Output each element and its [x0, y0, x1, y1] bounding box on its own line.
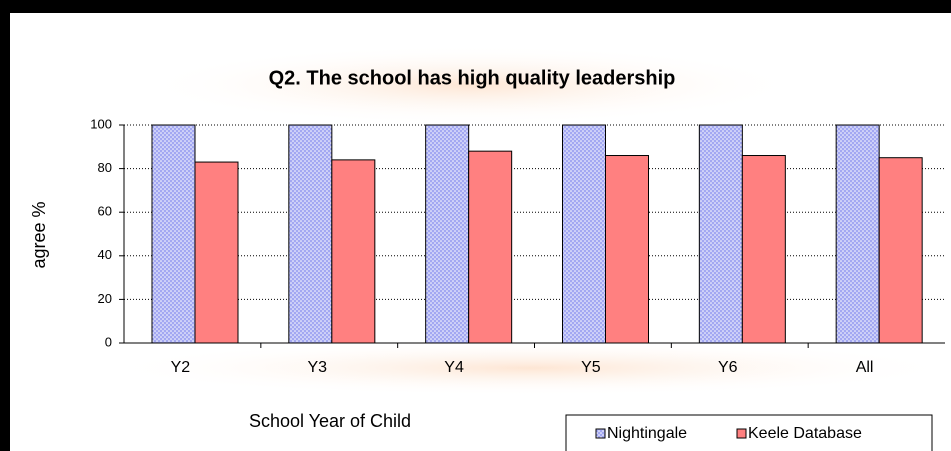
- x-tick-label: Y6: [718, 359, 738, 376]
- legend-swatch: [736, 428, 747, 439]
- chart-title: Q2. The school has high quality leadersh…: [269, 67, 676, 89]
- bar: [562, 124, 606, 344]
- y-axis-label: agree %: [29, 201, 49, 268]
- x-axis-label: School Year of Child: [249, 411, 411, 431]
- x-tick-label: Y3: [307, 359, 327, 376]
- bar: [425, 124, 470, 344]
- legend-label: Keele Database: [748, 425, 862, 442]
- y-tick-label: 0: [105, 334, 112, 349]
- x-tick-label: Y4: [444, 359, 464, 376]
- bar: [151, 124, 196, 344]
- y-tick-label: 100: [90, 116, 112, 131]
- y-tick-label: 40: [98, 247, 112, 262]
- bar: [698, 124, 743, 344]
- bar: [835, 124, 880, 344]
- title-glow: [140, 45, 800, 125]
- y-tick-label: 60: [98, 204, 112, 219]
- y-tick-label: 80: [98, 160, 112, 175]
- bar: [878, 157, 923, 344]
- bar: [331, 159, 376, 344]
- legend: [565, 414, 933, 451]
- bar: [468, 150, 513, 344]
- axis-glow: [100, 340, 951, 396]
- bar: [605, 155, 649, 344]
- x-tick-label: Y2: [171, 359, 191, 376]
- x-tick-label: Y5: [581, 359, 601, 376]
- legend-swatch: [595, 428, 606, 439]
- bar: [288, 124, 333, 344]
- bar: [194, 161, 239, 344]
- y-tick-label: 20: [98, 291, 112, 306]
- legend-label: Nightingale: [607, 425, 687, 442]
- bar: [741, 155, 786, 344]
- x-tick-label: All: [856, 359, 874, 376]
